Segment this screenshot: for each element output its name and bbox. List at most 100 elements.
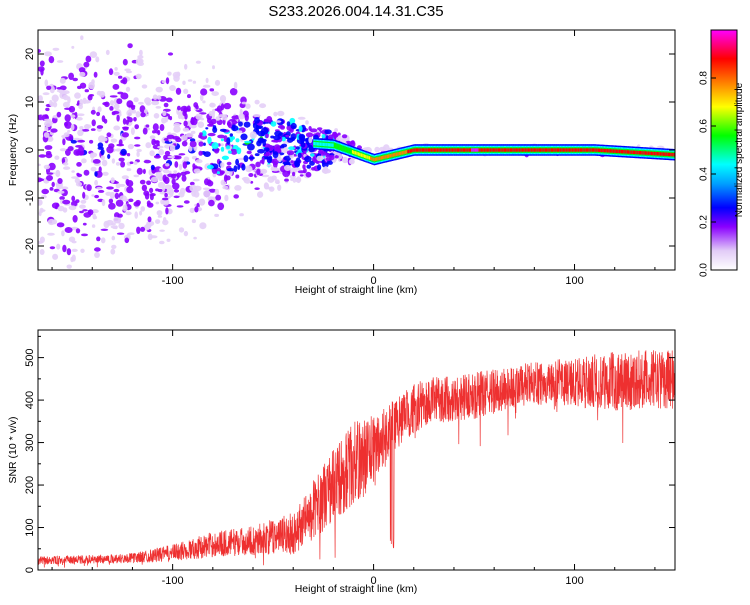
spectrogram-cell bbox=[91, 79, 95, 85]
spectrogram-cell bbox=[395, 152, 397, 157]
spectrogram-cell bbox=[572, 148, 574, 152]
spectrogram-cell bbox=[172, 182, 180, 190]
spectrogram-cell bbox=[59, 148, 67, 152]
spectrogram-cell bbox=[190, 130, 196, 134]
spectrogram-cell bbox=[140, 112, 146, 118]
spectrogram-cell bbox=[589, 148, 591, 152]
spectrogram-cell bbox=[243, 179, 252, 184]
spectrogram-cell bbox=[661, 152, 664, 156]
spectrogram-cell bbox=[624, 150, 626, 154]
spectrogram-cell bbox=[56, 111, 62, 118]
spectrogram-cell bbox=[133, 97, 139, 103]
spectrogram-cell bbox=[606, 149, 608, 153]
spectrogram-cell bbox=[665, 152, 667, 156]
spectrogram-cell bbox=[630, 150, 632, 154]
spectrogram-cell bbox=[83, 61, 90, 68]
spectrogram-cell bbox=[417, 148, 419, 152]
spectrogram-cell bbox=[568, 148, 571, 152]
spectrogram-cell bbox=[453, 148, 455, 152]
spectrogram-cell bbox=[121, 132, 129, 138]
spectrogram-cell bbox=[427, 148, 430, 152]
spectrogram-cell bbox=[279, 145, 285, 149]
spectrogram-cell bbox=[541, 148, 543, 152]
spectrogram-cell bbox=[368, 156, 371, 160]
spectrogram-cell bbox=[465, 148, 467, 152]
spectrogram-cell bbox=[332, 131, 337, 135]
spectrogram-cell bbox=[119, 195, 127, 202]
spectrogram-cell bbox=[274, 179, 280, 185]
spectrogram-cell bbox=[118, 183, 126, 187]
spectrogram-cell bbox=[101, 115, 106, 123]
spectrogram-cell bbox=[537, 148, 540, 152]
spectrogram-cell bbox=[183, 120, 188, 127]
spectrogram-cell bbox=[625, 150, 628, 154]
spectrogram-cell bbox=[290, 122, 297, 130]
spectrogram-cell bbox=[370, 156, 372, 160]
spectrogram-cell bbox=[324, 142, 326, 147]
spectrogram-cell bbox=[154, 130, 159, 134]
spectrogram-cell bbox=[174, 161, 179, 168]
spectrogram-cell bbox=[217, 202, 225, 211]
spectrogram-cell bbox=[161, 197, 169, 201]
spectrogram-cells bbox=[38, 35, 675, 269]
spectrogram-cell bbox=[315, 160, 320, 164]
spectrogram-cell bbox=[57, 190, 65, 194]
spectrogram-cell bbox=[236, 147, 242, 155]
spectrogram-cell bbox=[398, 151, 401, 156]
spectrogram-cell bbox=[151, 100, 160, 106]
spectrogram-cell bbox=[230, 136, 235, 140]
spectrogram-cell bbox=[642, 151, 644, 155]
spectrogram-cell bbox=[614, 149, 617, 153]
spectrogram-cell bbox=[38, 240, 44, 244]
spectrogram-cell bbox=[83, 124, 92, 129]
spectrogram-cell bbox=[600, 148, 602, 153]
spectrogram-cell bbox=[107, 154, 111, 159]
spectrogram-cell bbox=[636, 150, 638, 155]
spectrogram-cell bbox=[182, 127, 190, 132]
spectrogram-cell bbox=[437, 148, 439, 152]
spectrogram-cell bbox=[189, 140, 197, 148]
spectrogram-cell bbox=[220, 138, 224, 142]
spectrogram-cell bbox=[56, 222, 65, 228]
spectrogram-cell bbox=[294, 160, 299, 167]
spectrogram-cell bbox=[56, 87, 62, 90]
spectrogram-cell bbox=[425, 148, 427, 152]
spectrogram-cell bbox=[237, 164, 241, 171]
spectrogram-cell bbox=[54, 155, 60, 160]
spectrogram-cell bbox=[207, 132, 216, 137]
spectrogram-cell bbox=[292, 171, 296, 177]
spectrogram-cell bbox=[372, 157, 374, 161]
colorbar-tick-label: 0.0 bbox=[699, 263, 710, 277]
spectrogram-cell bbox=[366, 155, 368, 159]
spectrogram-cell bbox=[112, 83, 120, 90]
spectrogram-cell bbox=[273, 135, 281, 141]
spectrogram-cell bbox=[244, 114, 249, 122]
spectrogram-cell bbox=[382, 144, 390, 152]
spectrogram-cell bbox=[46, 175, 53, 181]
spectrogram-cell bbox=[169, 116, 173, 121]
spectrogram-cell bbox=[260, 127, 269, 135]
spectrogram-cell bbox=[635, 150, 637, 155]
spectrogram-cell bbox=[77, 139, 86, 143]
spectrogram-cell bbox=[140, 206, 145, 212]
spectrogram-ytick-label: 20 bbox=[24, 48, 36, 60]
spectrogram-cell bbox=[641, 151, 643, 155]
spectrogram-cell bbox=[108, 198, 114, 204]
spectrogram-cell bbox=[205, 127, 209, 130]
spectrogram-cell bbox=[216, 171, 220, 175]
spectrogram-cell bbox=[273, 111, 278, 117]
spectrogram-cell bbox=[52, 47, 60, 51]
spectrogram-cell bbox=[602, 148, 605, 153]
spectrogram-cell bbox=[195, 60, 201, 64]
spectrogram-cell bbox=[582, 148, 584, 152]
spectrogram-cell bbox=[195, 159, 203, 164]
spectrogram-cell bbox=[64, 114, 71, 122]
spectrogram-cell bbox=[122, 126, 129, 130]
spectrogram-cell bbox=[392, 153, 395, 157]
spectrogram-cell bbox=[263, 147, 270, 152]
spectrogram-cell bbox=[193, 236, 197, 240]
spectrogram-cell bbox=[333, 143, 336, 148]
spectrogram-cell bbox=[114, 67, 118, 71]
spectrogram-cell bbox=[80, 248, 85, 253]
spectrogram-cell bbox=[114, 192, 120, 200]
